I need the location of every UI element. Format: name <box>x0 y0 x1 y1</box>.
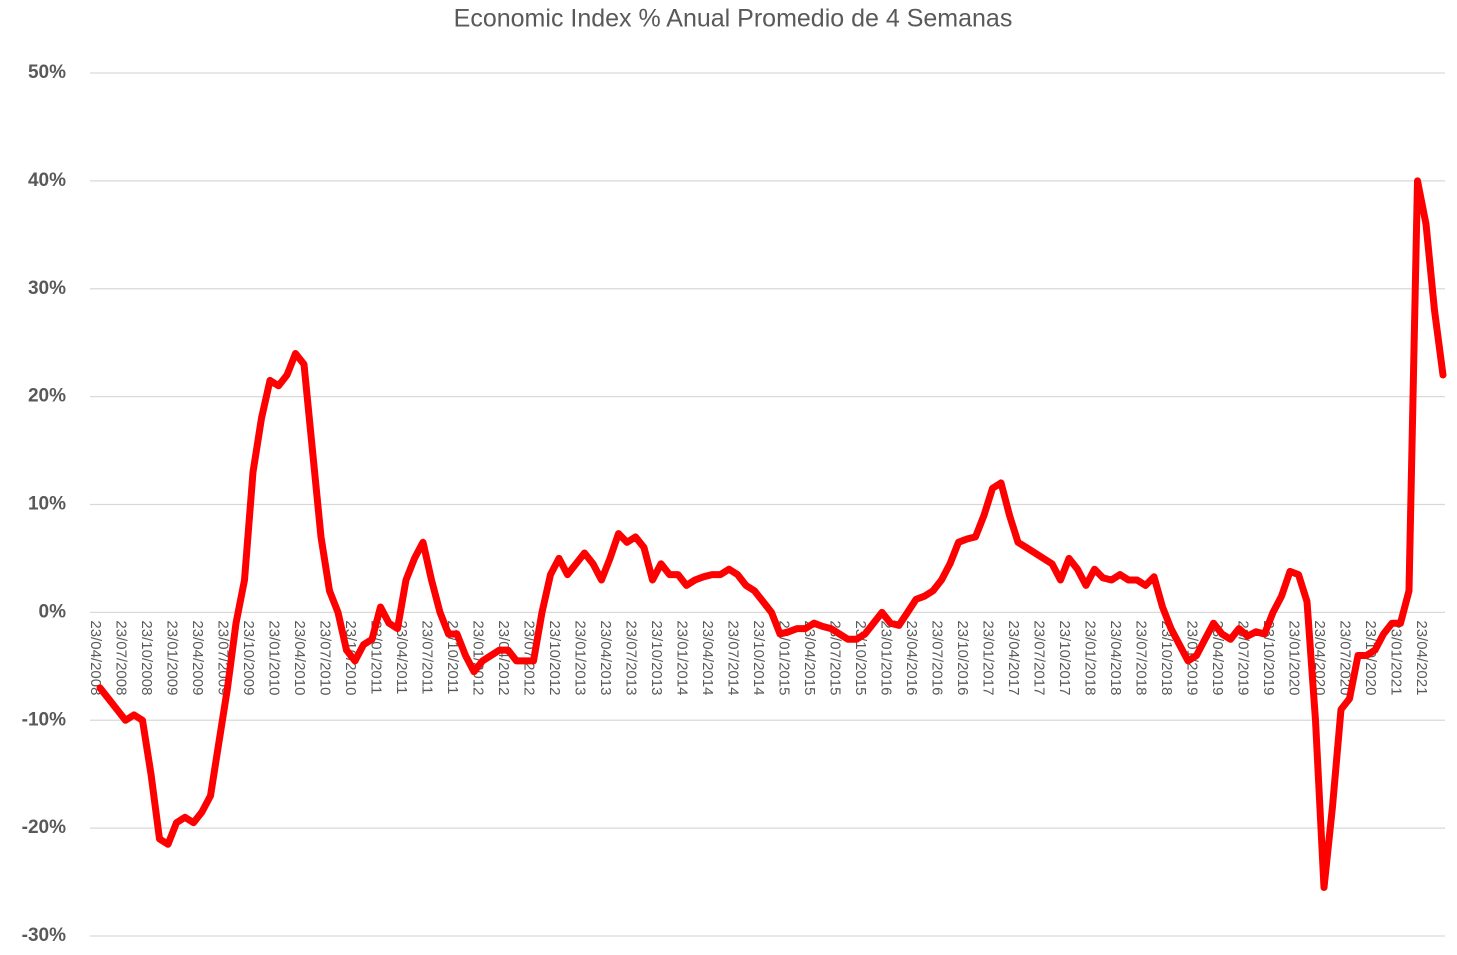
y-tick-label: -30% <box>22 925 66 946</box>
x-tick-label: 23/10/2014 <box>750 620 767 695</box>
x-tick-label: 23/10/2018 <box>1158 620 1175 695</box>
x-tick-label: 23/01/2009 <box>164 620 181 695</box>
x-axis-labels: 23/04/2008 23/07/2008 23/10/2008 23/01/2009… <box>87 620 1430 695</box>
y-tick-label: -20% <box>22 817 66 838</box>
x-tick-label: 23/07/2010 <box>317 620 334 695</box>
y-tick-label: 20% <box>28 386 66 407</box>
x-tick-label: 23/01/2021 <box>1388 620 1405 695</box>
x-tick-label: 23/01/2016 <box>878 620 895 695</box>
chart-title: Economic Index % Anual Promedio de 4 Sem… <box>454 5 1013 33</box>
x-tick-label: 23/07/2015 <box>827 620 844 695</box>
x-tick-label: 23/10/2019 <box>1260 620 1277 695</box>
y-tick-label: -10% <box>22 709 66 730</box>
x-tick-label: 23/04/2019 <box>1209 620 1226 695</box>
x-tick-label: 23/04/2015 <box>801 620 818 695</box>
x-tick-label: 23/10/2017 <box>1056 620 1073 695</box>
y-tick-label: 30% <box>28 278 66 299</box>
x-tick-label: 23/10/2013 <box>648 620 665 695</box>
x-tick-label: 23/01/2010 <box>266 620 283 695</box>
x-tick-label: 23/01/2017 <box>980 620 997 695</box>
x-tick-label: 23/07/2016 <box>929 620 946 695</box>
x-tick-label: 23/07/2020 <box>1337 620 1354 695</box>
x-tick-label: 23/04/2008 <box>87 620 104 695</box>
x-tick-label: 23/04/2012 <box>495 620 512 695</box>
y-tick-label: 40% <box>28 170 66 191</box>
x-tick-label: 23/01/2018 <box>1082 620 1099 695</box>
x-tick-label: 23/01/2012 <box>470 620 487 695</box>
x-tick-label: 23/04/2018 <box>1107 620 1124 695</box>
y-tick-label: 50% <box>28 62 66 83</box>
x-tick-label: 23/04/2009 <box>189 620 206 695</box>
x-tick-label: 23/04/2016 <box>903 620 920 695</box>
x-tick-label: 23/10/2012 <box>546 620 563 695</box>
y-tick-label: 10% <box>28 494 66 515</box>
x-tick-label: 23/10/2009 <box>240 620 257 695</box>
x-tick-label: 23/04/2014 <box>699 620 716 695</box>
x-tick-label: 23/01/2014 <box>674 620 691 695</box>
x-tick-label: 23/07/2014 <box>725 620 742 695</box>
x-tick-label: 23/04/2011 <box>393 620 410 694</box>
x-tick-label: 23/04/2021 <box>1413 620 1430 695</box>
x-tick-label: 23/10/2016 <box>954 620 971 695</box>
plot-area <box>96 177 1447 891</box>
x-tick-label: 23/04/2017 <box>1005 620 1022 695</box>
y-tick-label: 0% <box>39 601 67 622</box>
x-tick-label: 23/07/2018 <box>1133 620 1150 695</box>
x-tick-label: 23/01/2015 <box>776 620 793 695</box>
x-tick-label: 23/01/2013 <box>572 620 589 695</box>
x-tick-label: 23/07/2017 <box>1031 620 1048 695</box>
x-tick-label: 23/10/2020 <box>1362 620 1379 695</box>
data-line <box>96 177 1447 891</box>
x-tick-label: 23/07/2013 <box>623 620 640 695</box>
x-tick-label: 23/04/2013 <box>597 620 614 695</box>
x-tick-label: 23/07/2008 <box>113 620 130 695</box>
x-tick-label: 23/04/2010 <box>291 620 308 695</box>
x-tick-label: 23/07/2011 <box>419 620 436 694</box>
x-tick-label: 23/01/2020 <box>1286 620 1303 695</box>
x-tick-label: 23/10/2008 <box>138 620 155 695</box>
grid: -30% -20% -10% 0% 10% 20% 30% 40% 50% <box>22 62 1445 946</box>
